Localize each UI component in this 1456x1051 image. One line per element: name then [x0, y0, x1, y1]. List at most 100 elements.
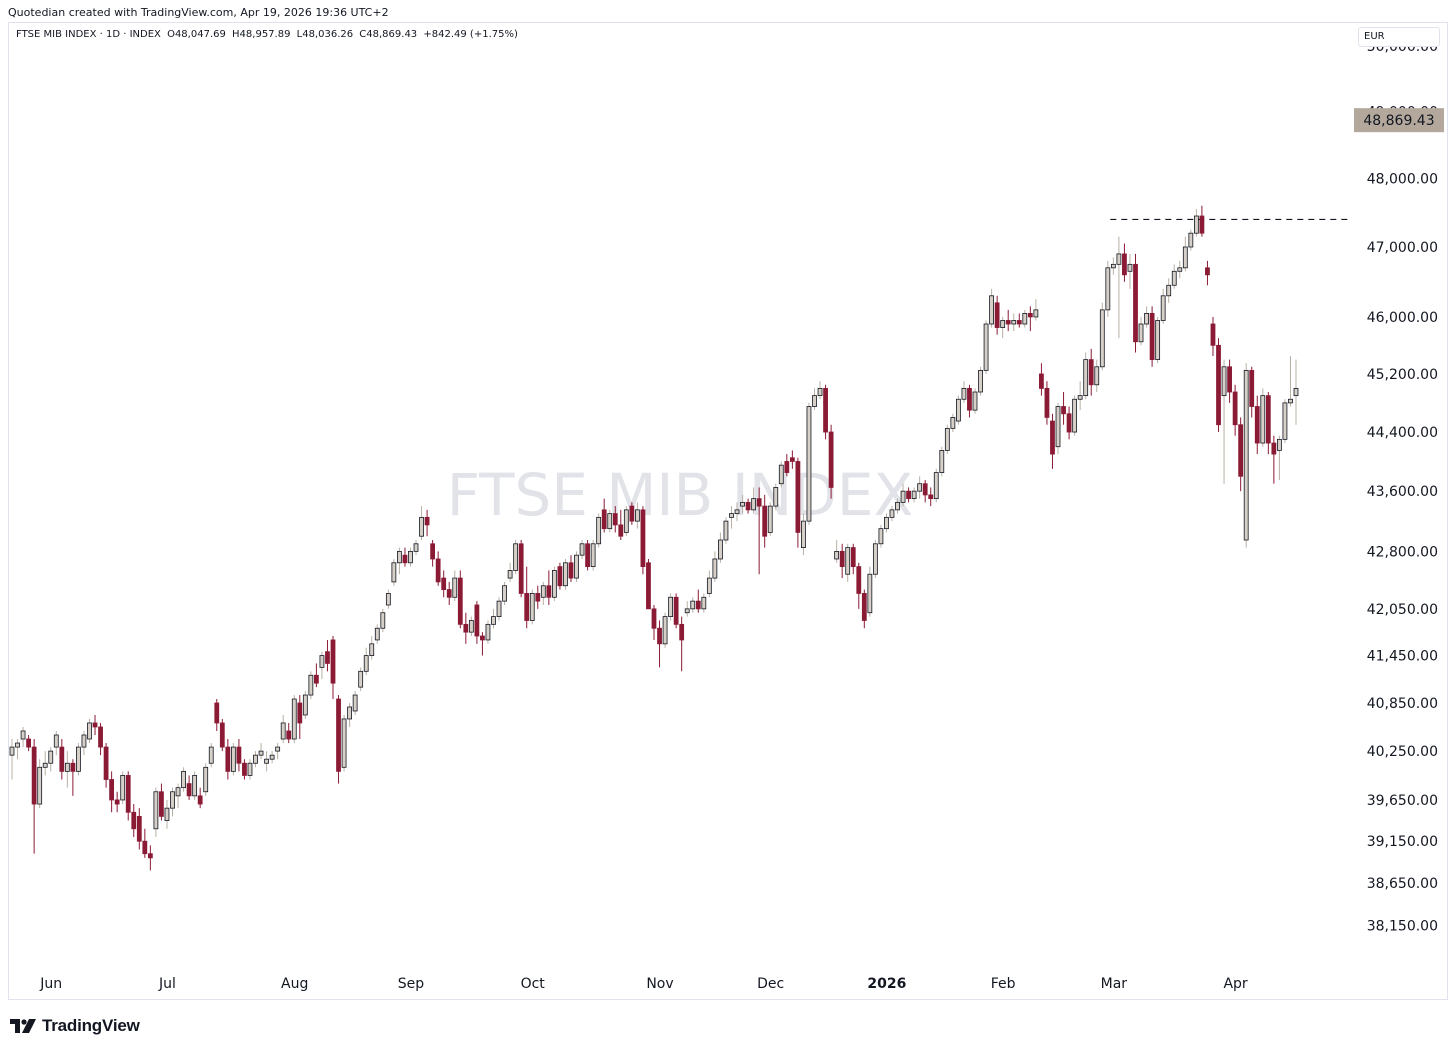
candle[interactable] [435, 551, 441, 586]
candle[interactable] [1027, 306, 1033, 332]
candle[interactable] [297, 695, 303, 740]
candle[interactable] [175, 783, 181, 809]
candle[interactable] [518, 540, 524, 598]
candle[interactable] [485, 620, 491, 644]
candle[interactable] [496, 597, 502, 621]
candle[interactable] [114, 791, 120, 813]
candle[interactable] [723, 517, 729, 544]
candle[interactable] [751, 487, 757, 514]
candle[interactable] [170, 787, 175, 817]
candle[interactable] [540, 581, 546, 605]
candle[interactable] [474, 601, 480, 644]
candle[interactable] [1221, 359, 1227, 484]
candle[interactable] [236, 739, 242, 772]
candle[interactable] [574, 551, 579, 582]
candle[interactable] [1055, 402, 1061, 455]
candle[interactable] [978, 366, 983, 396]
candle[interactable] [668, 593, 673, 621]
candle[interactable] [911, 487, 917, 503]
candle[interactable] [933, 468, 939, 503]
candle[interactable] [773, 483, 779, 510]
candle[interactable] [1188, 229, 1194, 251]
candle[interactable] [1216, 338, 1221, 433]
candle[interactable] [845, 543, 851, 582]
candle[interactable] [956, 395, 961, 425]
candle[interactable] [76, 743, 81, 776]
candle[interactable] [922, 479, 928, 503]
candle[interactable] [557, 562, 563, 590]
candle[interactable] [1260, 388, 1266, 447]
candle[interactable] [87, 718, 92, 744]
candle[interactable] [164, 799, 170, 829]
candle[interactable] [325, 639, 330, 672]
candle[interactable] [1182, 236, 1188, 272]
candle[interactable] [684, 601, 690, 617]
candle[interactable] [801, 513, 806, 556]
candle[interactable] [98, 722, 103, 756]
candle[interactable] [153, 787, 159, 838]
legend-symbol[interactable]: FTSE MIB INDEX · 1D · INDEX [16, 29, 161, 40]
candle[interactable] [1061, 392, 1066, 425]
candle[interactable] [1016, 313, 1022, 328]
candle[interactable] [1293, 359, 1299, 425]
candle[interactable] [767, 502, 773, 537]
candle[interactable] [662, 612, 668, 648]
candle[interactable] [585, 540, 590, 571]
candle[interactable] [778, 461, 784, 488]
candle[interactable] [983, 320, 989, 374]
candle[interactable] [70, 759, 76, 796]
candle[interactable] [872, 540, 878, 579]
candle[interactable] [850, 543, 856, 575]
candle[interactable] [225, 739, 231, 780]
candle[interactable] [109, 771, 115, 813]
candle[interactable] [745, 498, 751, 514]
candle[interactable] [391, 558, 397, 586]
candle[interactable] [358, 667, 364, 692]
candle[interactable] [1193, 209, 1199, 237]
candle[interactable] [341, 714, 347, 772]
candle[interactable] [286, 722, 292, 744]
candle[interactable] [374, 624, 380, 644]
candle[interactable] [1232, 384, 1238, 436]
candle[interactable] [347, 703, 352, 727]
candle[interactable] [330, 636, 336, 700]
candle[interactable] [9, 739, 15, 780]
candle[interactable] [1282, 399, 1288, 444]
candle[interactable] [291, 695, 297, 744]
currency-selector[interactable]: EUR [1358, 27, 1440, 47]
candle[interactable] [192, 771, 198, 800]
candle[interactable] [491, 608, 496, 629]
candle[interactable] [1077, 381, 1083, 411]
candle[interactable] [452, 570, 458, 602]
candle[interactable] [989, 288, 994, 328]
candle[interactable] [446, 581, 452, 605]
candle[interactable] [1072, 395, 1078, 436]
candle[interactable] [878, 524, 884, 548]
candle[interactable] [1033, 299, 1039, 321]
candle[interactable] [181, 767, 186, 792]
candle[interactable] [590, 540, 596, 571]
candle[interactable] [928, 487, 934, 507]
candle[interactable] [247, 759, 253, 780]
candle[interactable] [413, 540, 419, 556]
candle[interactable] [701, 593, 707, 613]
candle[interactable] [679, 616, 685, 672]
candle[interactable] [264, 751, 269, 772]
candle[interactable] [507, 562, 513, 582]
candle[interactable] [1249, 366, 1255, 418]
candle[interactable] [1066, 406, 1072, 440]
candle[interactable] [1199, 205, 1205, 237]
candle[interactable] [546, 570, 552, 605]
candle[interactable] [618, 509, 624, 541]
candle[interactable] [1227, 359, 1232, 403]
candle[interactable] [302, 691, 308, 719]
candle[interactable] [308, 671, 314, 700]
candle[interactable] [53, 730, 59, 756]
candle[interactable] [1171, 264, 1177, 289]
candle[interactable] [563, 558, 568, 590]
candle[interactable] [37, 759, 43, 809]
candle[interactable] [706, 570, 712, 598]
candle[interactable] [906, 487, 911, 503]
candle[interactable] [1099, 302, 1105, 371]
